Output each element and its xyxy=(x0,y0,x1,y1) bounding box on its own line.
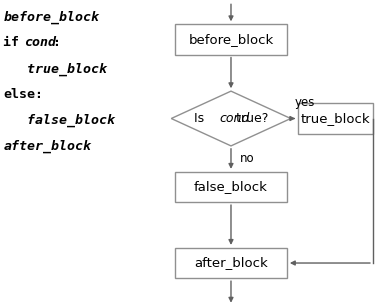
Text: :: : xyxy=(52,36,60,49)
Text: after_block: after_block xyxy=(3,140,91,153)
Text: Is        true?: Is true? xyxy=(194,112,268,125)
FancyBboxPatch shape xyxy=(175,248,287,278)
Text: cond: cond xyxy=(220,112,250,125)
Text: before_block: before_block xyxy=(3,10,99,24)
FancyBboxPatch shape xyxy=(175,172,287,202)
Polygon shape xyxy=(171,91,291,146)
Text: else:: else: xyxy=(3,88,43,101)
FancyBboxPatch shape xyxy=(175,24,287,55)
Text: true_block: true_block xyxy=(3,62,107,76)
Text: if: if xyxy=(3,36,27,49)
Text: no: no xyxy=(240,152,255,165)
Text: yes: yes xyxy=(294,96,315,109)
Text: cond: cond xyxy=(24,36,56,49)
Text: true_block: true_block xyxy=(301,112,370,125)
FancyBboxPatch shape xyxy=(298,103,373,134)
Text: false_block: false_block xyxy=(194,181,268,193)
Text: false_block: false_block xyxy=(3,114,115,127)
Text: before_block: before_block xyxy=(188,33,274,46)
Text: after_block: after_block xyxy=(194,257,268,270)
